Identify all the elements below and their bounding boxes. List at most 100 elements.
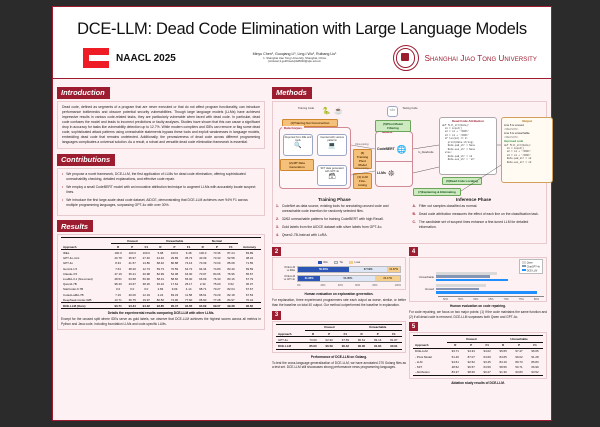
seg-win: 21.95% [298,276,321,282]
methods-left-bullets: 1. CodeNet as data source, existing tools… [276,204,407,242]
table-cell: 11.58 [185,292,193,297]
sub-col: R [311,331,315,336]
table-cell: 95.47 [170,303,179,308]
table-cell: 58.31 [156,276,165,281]
table-cell: 91.84 [374,344,382,349]
table-cell: 77.60 [185,297,193,302]
inserted-patterns-label: Inserted with various patterns [320,135,344,142]
sub-col: P [518,343,520,348]
table-cell: 64.59 [483,365,491,370]
table-cell: 84.97 [227,297,235,302]
sub-col: P [173,244,176,249]
table-cell: 45.22 [156,282,165,287]
row-label: DeepSeek-Coder-32B [63,297,92,302]
row-label: StarCoder-6.7B [63,287,84,292]
sub-col: F1 [229,244,233,249]
table-cell: 93.83 [515,370,523,375]
bar-qwen [436,272,498,275]
table-cell: 5.98 [157,251,164,255]
table-cell: 4.14 [185,287,192,292]
venue-block: NAACL 2025 [63,48,223,68]
col-approach: Approach [63,244,77,249]
table-cell: 67.59 [341,337,349,342]
row-label: GPT-4o [278,337,288,342]
table-cell: 65.00 [185,276,193,281]
table-cell: 73.33 [213,256,221,261]
table-cell: 93.71 [114,303,122,308]
col-accuracy: Accuracy [242,244,257,249]
contribution-item: • We introduce the first large-scale dea… [62,198,260,208]
grouped-bar-row: Unused [412,284,544,294]
grouped-bar-label: Unused [424,287,434,291]
table-cell: 81.87 [390,337,398,342]
table-cell: 98.71 [199,287,207,292]
row-label: DCE-LLM [278,344,292,349]
table-cell: 63.68 [128,276,136,281]
badge-mt-data-generation: (2)-MT Data Generation [280,158,314,171]
method-note: B. Dead code attribution measures the eff… [413,212,544,217]
openai-icon: ❊ [387,168,395,178]
col-group-normal: Normal [195,237,238,245]
sub-col: R [502,343,505,348]
table-cell: 76.96 [227,271,235,276]
fine-tuning-label-2: Fine-tuning [355,166,369,170]
stacked-bar-row: DCE-LLM vs GPT-4o 21.95% 54.35% 24.17% [277,275,401,283]
col-group-unused: Unused [304,324,354,332]
table-cell: 13.71 [114,297,122,302]
table-cell: 89.73 [515,359,523,364]
method-step-text: 32/62 unreachable patterns for training … [281,216,384,221]
output-line-1: Line 5 is unused. [504,123,525,127]
university-block: Shanghai Jiao Tong University [366,45,541,71]
table-cell: 84.06 [213,271,221,276]
table-cell: 70.39 [199,261,207,266]
table-cell: 90.42 [341,344,349,349]
table-cell: 70.29 [213,292,221,297]
results-col-b: 4 Qwen ChatGPT-4o DCE-LLM Unreachable [409,247,547,385]
repair-chart-panel: Qwen ChatGPT-4o DCE-LLM Unreachable [409,257,547,302]
left-column: Introduction Dead code, defined as segme… [53,79,269,420]
sub-col: P [131,244,134,249]
table-cell: 74.80 [213,266,221,271]
panel5-caption: Ablation study results of DCE-LLM. [451,380,505,385]
table-cell: 84.65 [499,354,507,359]
table-cell: 80.50 [156,297,165,302]
is-deadcode-label: Is_Deadcode [418,150,434,154]
table-cell: 44.40 [156,256,165,261]
author-block: Minyu Chen¹, Guoqiang Li¹, Ling-I Wu¹, R… [223,52,366,63]
table-cell: 59.73 [156,266,165,271]
attribution-box: Dead Code Attribution def fill_str(Data)… [439,116,497,175]
golang-results-body: GPT-4o 73.00 62.93 67.59 80.61 83.16 81.87 DCE-… [276,336,402,350]
main-results-body: IDEs 100.0 100.0 100.0 5.98 100.0 9.48 100.0 73.… [61,249,261,309]
grouped-bar-bars [436,284,544,294]
table-cell: 98.91 [199,292,207,297]
badge-pivot-model-filtering: (5)Pivot Model Filtering [375,119,411,132]
row-label: Claude-3.5 [63,271,78,276]
ablation-table-panel: Approach Unused Unreachable R P F1 R P [409,332,547,379]
table-cell: 94.34 [467,349,475,354]
row-label: - Attribution [415,370,430,375]
table-cell: 35.73 [185,256,193,261]
inference-phase-label: Inference Phase [456,196,492,202]
table-cell: 68.46 [156,261,165,266]
bullet-icon: • [62,185,64,190]
section-header-methods: Methods [272,86,312,99]
python-icon: 🐍 [322,107,331,115]
table-cell: 83.33 [170,292,179,297]
table-cell: 0.0 [130,287,135,292]
table-cell: 87.07 [467,354,475,359]
code-window-icon: 💻 [328,143,336,150]
method-note: A. Filter out samples classified as norma… [413,204,544,209]
table-cell: 47.19 [114,271,122,276]
table-row: Claude-3.5 47.19 36.21 40.98 82.99 52.08 64.00… [61,271,261,276]
table-cell: 36.75 [128,297,136,302]
table-cell: 62.93 [325,337,333,342]
contribution-text: We propose a novel framework, DCE-LLM, t… [66,171,246,181]
output-improved-label: Improved code [504,139,524,143]
table-cell: 25.17 [185,282,193,287]
sub-col: F1 [186,244,191,249]
table-cell: 2.33 [199,282,206,287]
table-cell: 36.21 [128,271,136,276]
row-label: Qwen2-7B [63,282,77,287]
testing-code-label: Testing Code [402,106,418,110]
ablation-results-body: DCE-LLM 93.71 94.34 94.02 95.65 97.47 96.65- P… [413,348,543,376]
